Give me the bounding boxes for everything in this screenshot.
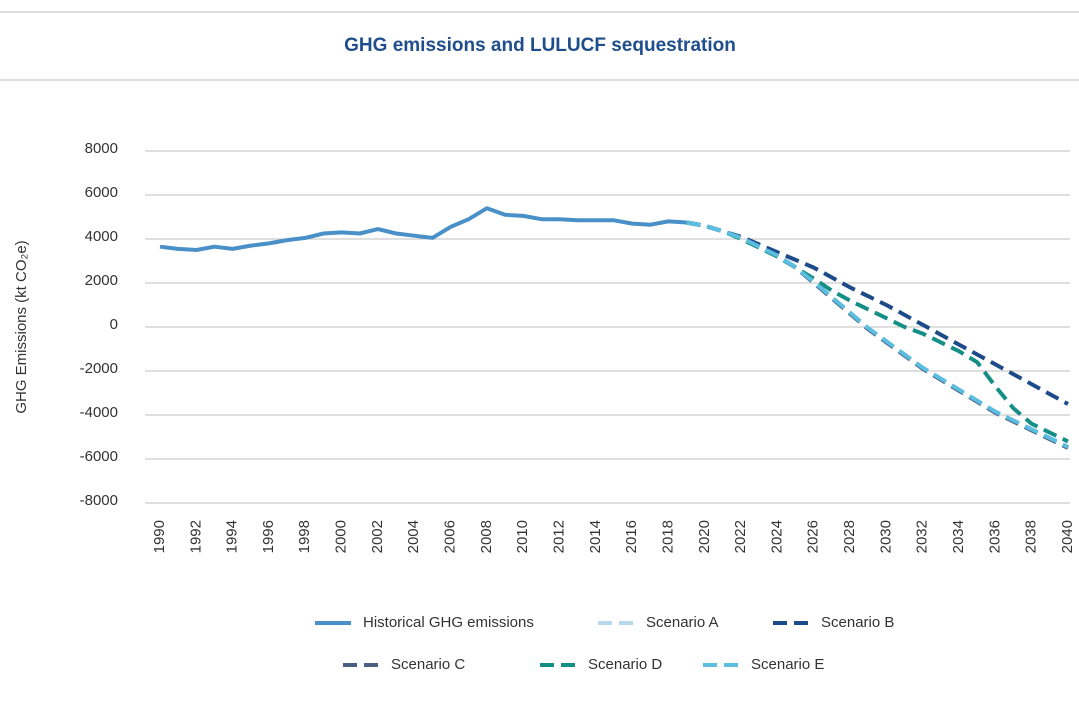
x-tick-label: 2012 [550,520,567,553]
y-axis-label: GHG Emissions (kt CO₂e) [13,240,30,413]
y-tick-label: 4000 [85,228,118,245]
chart-title: GHG emissions and LULUCF sequestration [344,35,736,56]
legend-label: Scenario D [588,656,662,673]
legend-label: Scenario B [821,614,894,631]
x-tick-label: 2000 [333,520,350,553]
legend-label: Scenario E [751,656,824,673]
x-tick-label: 2026 [805,520,822,553]
x-tick-label: 2038 [1023,520,1040,553]
x-tick-label: 2020 [696,520,713,553]
x-tick-label: 2006 [442,520,459,553]
x-tick-label: 1990 [151,520,168,553]
x-tick-label: 2040 [1059,520,1076,553]
x-tick-label: 2002 [369,520,386,553]
y-tick-label: -6000 [80,448,118,465]
x-tick-label: 2004 [405,520,422,553]
x-tick-label: 2022 [732,520,749,553]
x-tick-label: 2014 [587,520,604,553]
x-tick-label: 2036 [986,520,1003,553]
x-tick-label: 2010 [514,520,531,553]
x-tick-label: 2032 [914,520,931,553]
x-tick-label: 2018 [659,520,676,553]
series-line [686,220,1069,449]
x-tick-label: 2034 [950,520,967,553]
y-tick-label: -4000 [80,404,118,421]
x-tick-label: 1994 [224,520,241,553]
legend-label: Historical GHG emissions [363,614,534,631]
y-tick-label: 8000 [85,140,118,157]
x-tick-label: 2024 [768,520,785,553]
x-tick-label: 1998 [296,520,313,553]
series-line [686,220,1069,449]
x-tick-label: 1996 [260,520,277,553]
series-line [686,220,1069,444]
y-tick-label: -2000 [80,360,118,377]
series-line [686,220,1069,450]
x-tick-label: 2030 [877,520,894,553]
y-tick-label: 0 [110,316,118,333]
x-tick-label: 1992 [187,520,204,553]
y-tick-label: -8000 [80,492,118,509]
legend-label: Scenario A [646,614,719,631]
legend-label: Scenario C [391,656,465,673]
x-tick-label: 2028 [841,520,858,553]
y-tick-label: 6000 [85,184,118,201]
series-line [159,206,687,252]
x-tick-label: 2016 [623,520,640,553]
x-tick-label: 2008 [478,520,495,553]
y-tick-label: 2000 [85,272,118,289]
